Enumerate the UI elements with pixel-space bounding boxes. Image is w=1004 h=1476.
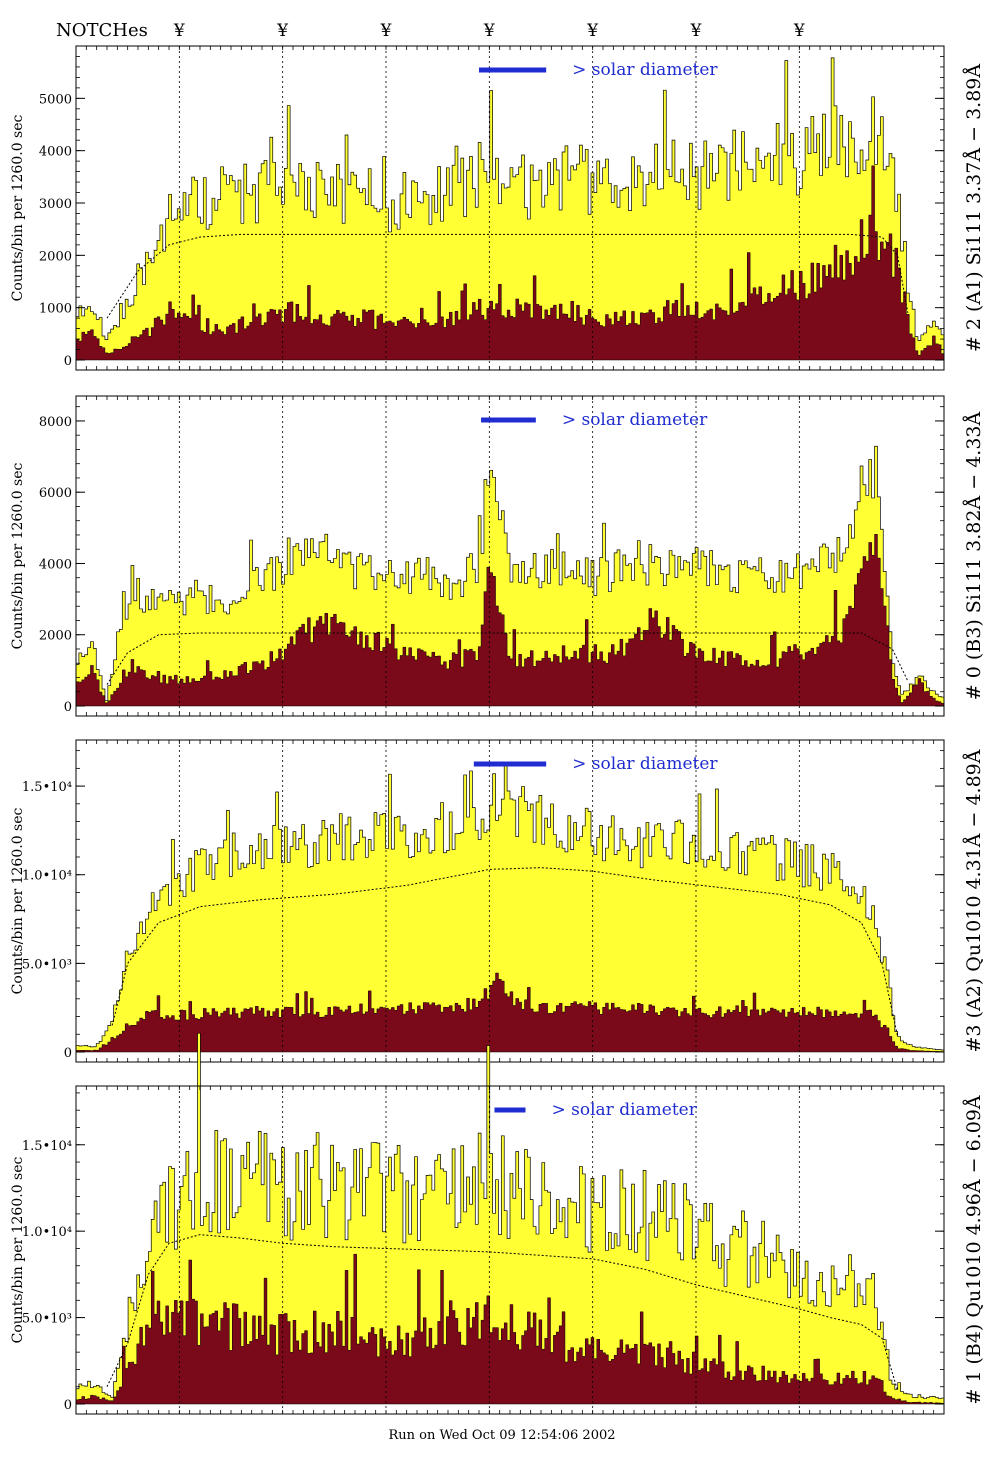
y-tick-label: 4000 — [39, 145, 72, 160]
panel-3: 0 5.0•10³ 1.0•10⁴ 1.5•10⁴ Counts/bin per 126… — [10, 739, 985, 1063]
notch-marker-1: ¥ — [173, 21, 185, 41]
model-curve — [106, 233, 909, 319]
y-tick-label: 1.0•10⁴ — [22, 869, 72, 884]
panel-side-label: #3 (A2) Qu1010 4.31Å − 4.89Å — [963, 749, 985, 1052]
y-tick-label: 2000 — [39, 629, 72, 644]
solar-diameter-label: > solar diameter — [562, 410, 708, 430]
total-counts-outline — [76, 57, 944, 341]
notch-marker-2: ¥ — [276, 21, 288, 41]
y-axis-label: Counts/bin per 1260.0 sec — [10, 807, 26, 994]
y-tick-label: 5.0•10³ — [22, 957, 72, 972]
total-counts-area — [76, 57, 944, 361]
y-tick-label: 0 — [64, 700, 72, 715]
notch-marker-6: ¥ — [690, 21, 702, 41]
y-tick-label: 6000 — [39, 486, 72, 501]
y-axis-label: Counts/bin per 1260.0 sec — [10, 462, 26, 649]
y-tick-label: 1.5•10⁴ — [22, 780, 72, 795]
y-tick-label: 3000 — [39, 197, 72, 212]
y-axis-label: Counts/bin per 1260.0 sec — [10, 1156, 26, 1343]
notch-marker-3: ¥ — [380, 21, 392, 41]
solar-diameter-label: > solar diameter — [552, 1100, 698, 1120]
y-tick-label: 1.0•10⁴ — [22, 1225, 72, 1240]
low-counts-area — [75, 1253, 945, 1405]
y-tick-label: 0 — [64, 354, 72, 369]
panel-side-label: # 2 (A1) Si111 3.37Å − 3.89Å — [963, 64, 985, 352]
notches-label: NOTCHes — [56, 20, 148, 41]
model-curve — [111, 867, 898, 1037]
y-tick-label: 2000 — [39, 249, 72, 264]
low-counts-area — [75, 165, 945, 361]
y-tick-label: 8000 — [39, 415, 72, 430]
solar-diameter-label: > solar diameter — [572, 754, 718, 774]
y-tick-label: 5.0•10³ — [22, 1312, 72, 1327]
panel-1: 0 1000 2000 3000 4000 5000 Counts/bin per 1260… — [10, 45, 985, 371]
y-tick-label: 1.5•10⁴ — [22, 1139, 72, 1154]
y-tick-label: 1000 — [39, 302, 72, 317]
notch-marker-5: ¥ — [586, 21, 598, 41]
y-tick-label: 0 — [64, 1398, 72, 1413]
y-tick-label: 5000 — [39, 92, 72, 107]
panel-2: 0 2000 4000 6000 8000 Counts/bin per 1260.0 s… — [10, 395, 985, 717]
y-axis-label: Counts/bin per 1260.0 sec — [10, 114, 26, 301]
solar-diameter-label: > solar diameter — [572, 60, 718, 80]
low-counts-area — [75, 534, 945, 707]
total-counts-outline — [76, 445, 944, 702]
notch-marker-7: ¥ — [793, 21, 805, 41]
y-tick-label: 4000 — [39, 557, 72, 572]
model-curve — [106, 1234, 898, 1391]
notch-marker-4: ¥ — [483, 21, 495, 41]
panel-side-label: # 0 (B3) Si111 3.82Å − 4.33Å — [963, 411, 985, 700]
panel-4: 0 5.0•10³ 1.0•10⁴ 1.5•10⁴ Counts/bin per 126… — [10, 1032, 985, 1415]
total-counts-outline — [76, 1032, 944, 1399]
run-timestamp: Run on Wed Oct 09 12:54:06 2002 — [388, 1428, 616, 1443]
panel-side-label: # 1 (B4) Qu1010 4.96Å − 6.09Å — [963, 1095, 985, 1405]
y-tick-label: 0 — [64, 1046, 72, 1061]
